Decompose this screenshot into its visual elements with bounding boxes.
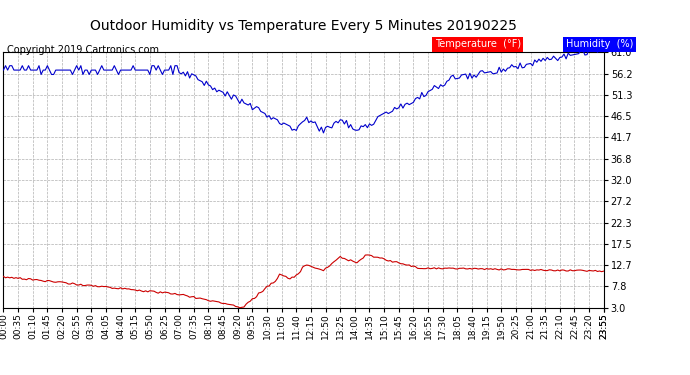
Text: Copyright 2019 Cartronics.com: Copyright 2019 Cartronics.com [7,45,159,55]
Text: Outdoor Humidity vs Temperature Every 5 Minutes 20190225: Outdoor Humidity vs Temperature Every 5 … [90,19,517,33]
Text: Humidity  (%): Humidity (%) [566,39,633,50]
Text: Temperature  (°F): Temperature (°F) [435,39,521,50]
